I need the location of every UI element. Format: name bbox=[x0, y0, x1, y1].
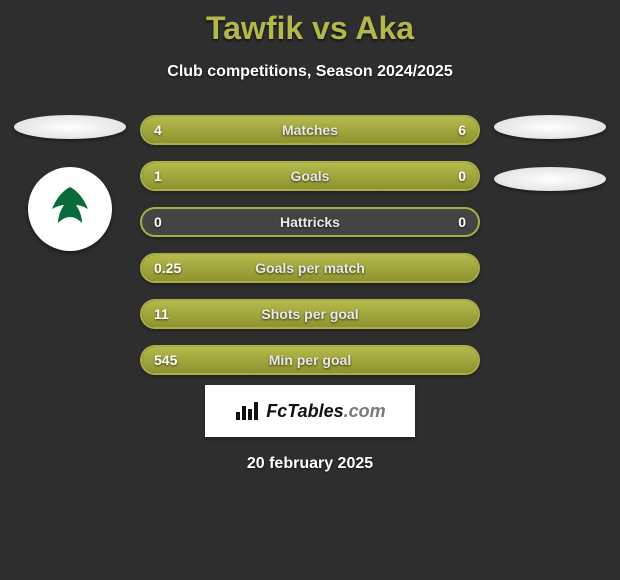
eagle-icon bbox=[38, 177, 102, 241]
stat-right-value: 0 bbox=[458, 163, 466, 189]
logo-text-strong: FcTables bbox=[266, 401, 343, 421]
bars-icon bbox=[234, 400, 260, 422]
stat-right-value: 0 bbox=[458, 209, 466, 235]
page-title: Tawfik vs Aka bbox=[0, 0, 620, 47]
stat-row-goals-per-match: 0.25 Goals per match bbox=[140, 253, 480, 283]
right-player-column bbox=[488, 115, 612, 219]
fctables-logo[interactable]: FcTables.com bbox=[205, 385, 415, 437]
stat-label: Min per goal bbox=[142, 347, 478, 373]
stat-label: Shots per goal bbox=[142, 301, 478, 327]
logo-text-suffix: .com bbox=[344, 401, 386, 421]
page-subtitle: Club competitions, Season 2024/2025 bbox=[0, 63, 620, 81]
stat-label: Hattricks bbox=[142, 209, 478, 235]
right-club-badge-placeholder bbox=[494, 167, 606, 191]
left-player-silhouette bbox=[14, 115, 126, 139]
stat-right-value: 6 bbox=[458, 117, 466, 143]
page-date: 20 february 2025 bbox=[0, 455, 620, 473]
logo-text: FcTables.com bbox=[266, 401, 385, 422]
left-player-column bbox=[8, 115, 132, 251]
stat-row-min-per-goal: 545 Min per goal bbox=[140, 345, 480, 375]
stat-label: Goals bbox=[142, 163, 478, 189]
stat-label: Goals per match bbox=[142, 255, 478, 281]
right-player-silhouette bbox=[494, 115, 606, 139]
stat-bars-container: 4 Matches 6 1 Goals 0 0 Hattricks 0 0.25… bbox=[140, 115, 480, 391]
stat-label: Matches bbox=[142, 117, 478, 143]
stat-row-shots-per-goal: 11 Shots per goal bbox=[140, 299, 480, 329]
comparison-area: 4 Matches 6 1 Goals 0 0 Hattricks 0 0.25… bbox=[0, 115, 620, 375]
stat-row-hattricks: 0 Hattricks 0 bbox=[140, 207, 480, 237]
stat-row-matches: 4 Matches 6 bbox=[140, 115, 480, 145]
left-club-badge bbox=[28, 167, 112, 251]
stat-row-goals: 1 Goals 0 bbox=[140, 161, 480, 191]
